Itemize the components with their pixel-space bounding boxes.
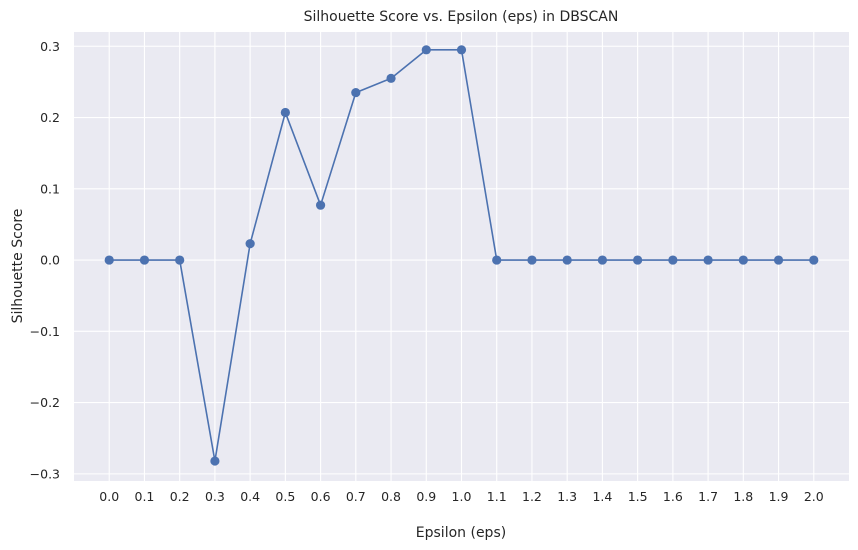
data-point bbox=[492, 255, 502, 265]
y-tick-label: 0.3 bbox=[40, 39, 60, 54]
x-tick-label: 1.1 bbox=[487, 489, 507, 504]
x-tick-label: 0.1 bbox=[135, 489, 155, 504]
x-tick-label: 1.6 bbox=[663, 489, 683, 504]
x-axis-label: Epsilon (eps) bbox=[416, 525, 506, 541]
data-point bbox=[104, 255, 114, 265]
x-tick-label: 0.3 bbox=[205, 489, 225, 504]
data-point bbox=[809, 255, 819, 265]
y-tick-label: 0.1 bbox=[40, 181, 60, 196]
x-tick-label: 0.7 bbox=[346, 489, 366, 504]
y-axis-ticks: −0.3 −0.2 −0.1 0.0 0.1 0.2 0.3 bbox=[30, 39, 60, 482]
data-point bbox=[210, 456, 220, 466]
data-point bbox=[315, 200, 326, 210]
data-point bbox=[773, 255, 784, 265]
data-point bbox=[562, 255, 572, 265]
x-tick-label: 1.2 bbox=[522, 489, 542, 504]
x-tick-label: 1.3 bbox=[557, 489, 577, 504]
y-tick-label: −0.3 bbox=[30, 466, 60, 481]
data-point bbox=[421, 45, 431, 55]
data-point bbox=[738, 255, 748, 265]
data-point bbox=[139, 255, 150, 265]
data-point bbox=[703, 255, 713, 265]
x-tick-label: 0.8 bbox=[381, 489, 401, 504]
x-tick-label: 1.5 bbox=[628, 489, 648, 504]
data-point bbox=[456, 45, 467, 55]
series-group bbox=[104, 45, 819, 466]
y-tick-label: −0.2 bbox=[30, 395, 60, 410]
x-tick-label: 1.8 bbox=[733, 489, 753, 504]
x-tick-label: 0.9 bbox=[416, 489, 436, 504]
data-point bbox=[351, 87, 361, 98]
x-tick-label: 0.4 bbox=[240, 489, 260, 504]
y-tick-label: 0.2 bbox=[40, 110, 60, 125]
data-point bbox=[668, 255, 678, 265]
x-tick-label: 0.2 bbox=[170, 489, 190, 504]
y-axis-label: Silhouette Score bbox=[10, 209, 26, 324]
y-tick-label: 0.0 bbox=[40, 253, 60, 268]
data-point bbox=[280, 107, 290, 118]
data-point bbox=[633, 255, 643, 265]
data-point bbox=[175, 255, 185, 265]
x-tick-label: 1.4 bbox=[592, 489, 612, 504]
data-point bbox=[245, 239, 255, 249]
data-point bbox=[386, 73, 396, 83]
chart-title: Silhouette Score vs. Epsilon (eps) in DB… bbox=[304, 9, 619, 25]
x-tick-label: 0.0 bbox=[99, 489, 119, 504]
data-point bbox=[597, 255, 608, 265]
data-point bbox=[527, 255, 537, 265]
x-tick-label: 0.5 bbox=[275, 489, 295, 504]
x-tick-label: 0.6 bbox=[311, 489, 331, 504]
x-tick-label: 2.0 bbox=[804, 489, 824, 504]
x-tick-label: 1.7 bbox=[698, 489, 718, 504]
x-tick-label: 1.9 bbox=[769, 489, 789, 504]
y-tick-label: −0.1 bbox=[30, 324, 60, 339]
x-tick-label: 1.0 bbox=[452, 489, 472, 504]
x-axis-ticks: 0.0 0.1 0.2 0.3 0.4 0.5 0.6 0.7 0.8 0.9 1.0 1.1 1.2 1… bbox=[99, 489, 823, 504]
